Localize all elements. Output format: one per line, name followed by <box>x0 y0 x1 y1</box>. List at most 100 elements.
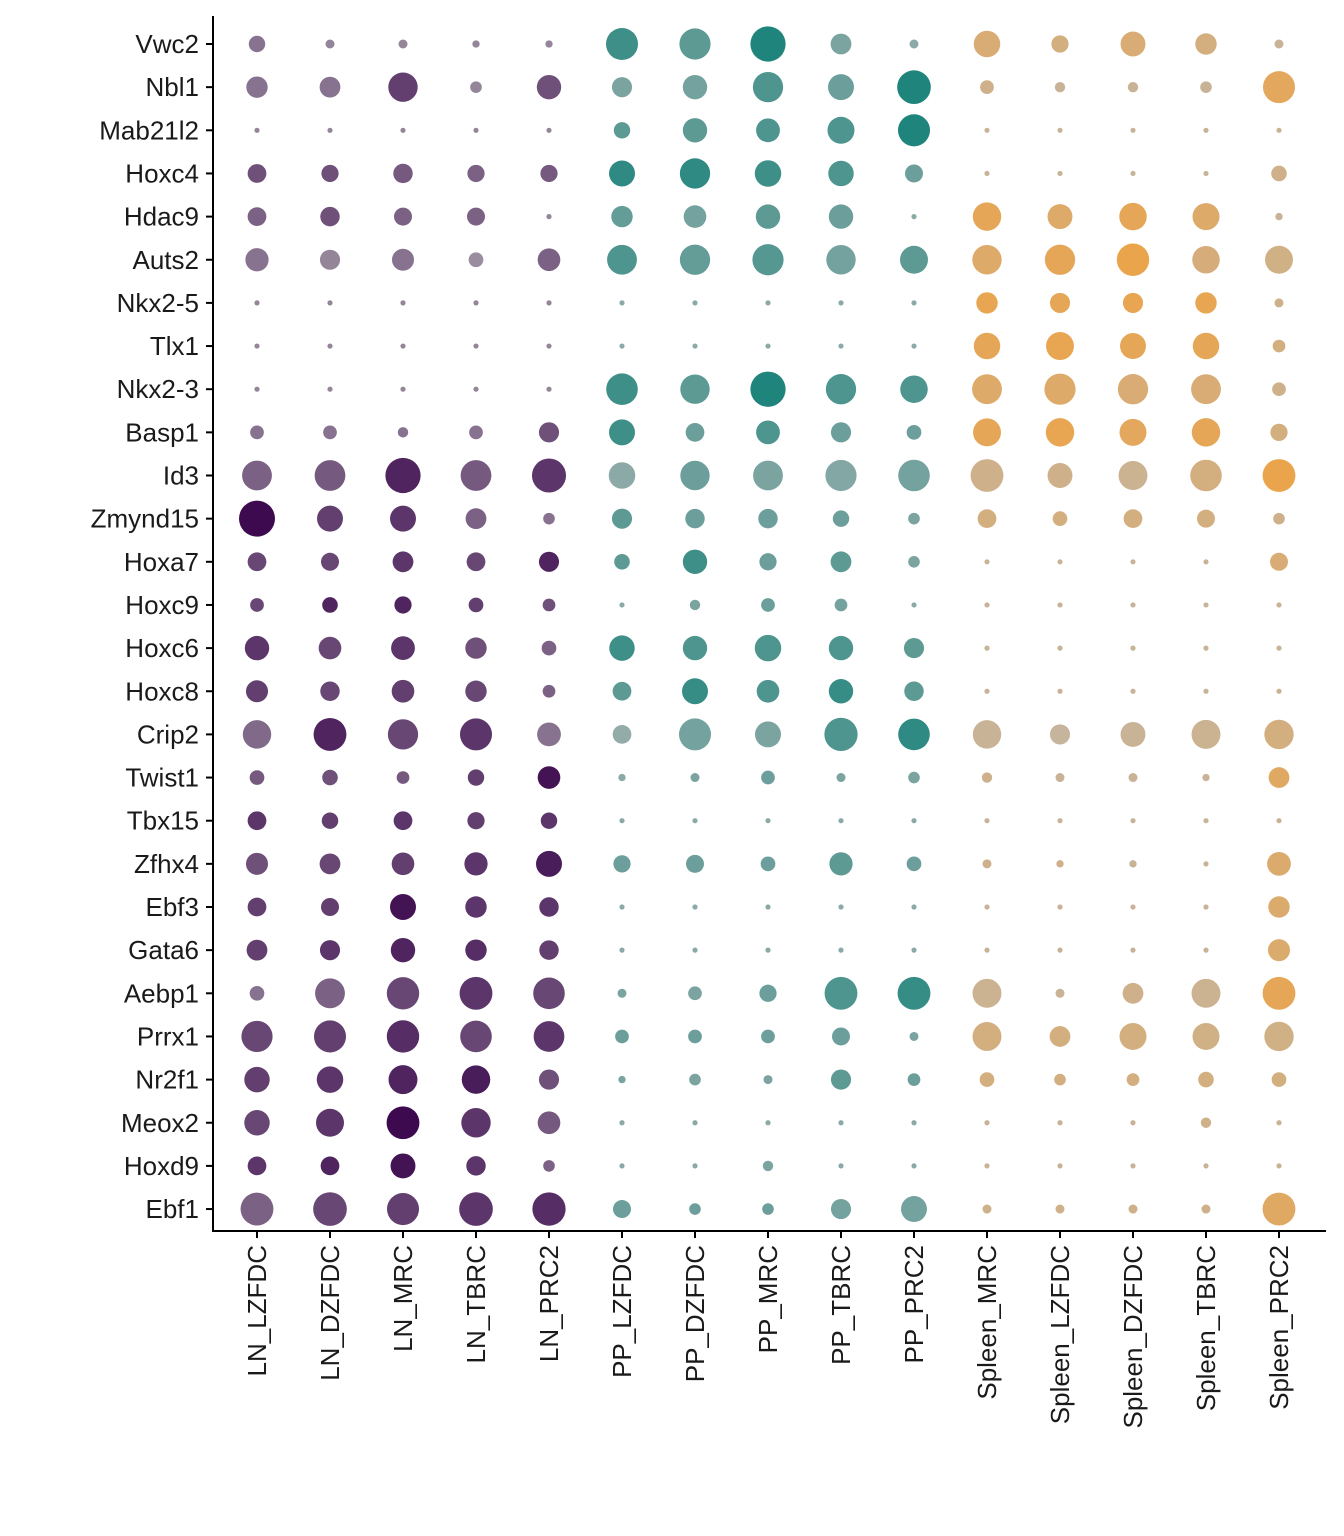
dot-Meox2-Spleen_PRC2 <box>1276 1120 1282 1126</box>
dot-Auts2-LN_PRC2 <box>537 248 561 272</box>
dot-Auts2-Spleen_PRC2 <box>1265 245 1293 274</box>
dot-Nkx2-5-PP_DZFDC <box>692 300 698 306</box>
dot-Ebf3-LN_LZFDC <box>247 897 267 917</box>
dot-Mab21l2-Spleen_LZFDC <box>1057 127 1063 133</box>
dot-Aebp1-Spleen_PRC2 <box>1262 976 1296 1010</box>
dot-Vwc2-LN_TBRC <box>472 40 480 48</box>
cluster-label: PP_MRC <box>753 1245 783 1353</box>
dot-Crip2-LN_MRC <box>387 719 419 750</box>
dot-Vwc2-PP_DZFDC <box>679 28 711 60</box>
dot-Twist1-Spleen_TBRC <box>1202 773 1210 782</box>
dot-Hoxc6-Spleen_TBRC <box>1203 645 1209 651</box>
dot-Auts2-PP_PRC2 <box>900 245 928 274</box>
dot-Hoxc8-PP_MRC <box>756 679 780 703</box>
dot-Tlx1-Spleen_TBRC <box>1192 332 1220 360</box>
gene-label: Tlx1 <box>150 331 199 361</box>
dot-Hoxc8-Spleen_DZFDC <box>1130 688 1136 694</box>
dot-Nr2f1-PP_LZFDC <box>618 1075 626 1084</box>
dot-Aebp1-PP_PRC2 <box>897 976 931 1010</box>
dot-Auts2-PP_MRC <box>752 244 784 276</box>
dot-Crip2-PP_MRC <box>755 721 781 748</box>
dot-Hdac9-Spleen_MRC <box>972 202 1002 231</box>
dot-Meox2-LN_TBRC <box>461 1108 491 1138</box>
dot-Prrx1-PP_MRC <box>761 1029 775 1044</box>
dot-Hoxd9-Spleen_DZFDC <box>1130 1163 1136 1169</box>
dot-Ebf3-PP_MRC <box>765 904 771 910</box>
dot-Crip2-PP_TBRC <box>824 717 858 752</box>
gene-label: Meox2 <box>121 1108 199 1138</box>
dot-Hoxc4-LN_DZFDC <box>321 164 339 183</box>
dot-Tbx15-LN_MRC <box>393 811 413 831</box>
cluster-label: PP_PRC2 <box>899 1245 929 1364</box>
dot-Crip2-PP_LZFDC <box>612 725 632 744</box>
dot-Tlx1-LN_PRC2 <box>546 343 552 349</box>
dot-Nbl1-PP_LZFDC <box>611 77 633 98</box>
dot-Gata6-PP_PRC2 <box>911 947 917 953</box>
dot-Id3-LN_TBRC <box>460 460 492 491</box>
dot-Hoxa7-LN_TBRC <box>466 552 486 572</box>
dot-Hoxc6-PP_LZFDC <box>609 635 635 661</box>
dot-Nr2f1-LN_DZFDC <box>316 1066 344 1093</box>
dot-Ebf1-Spleen_TBRC <box>1201 1204 1211 1214</box>
dot-Hoxd9-PP_DZFDC <box>692 1163 698 1169</box>
dot-Vwc2-LN_LZFDC <box>248 35 266 53</box>
dot-Aebp1-PP_TBRC <box>824 976 858 1010</box>
dot-Nkx2-5-LN_LZFDC <box>254 300 260 306</box>
dot-Auts2-LN_TBRC <box>468 252 484 268</box>
dot-Hoxc6-LN_PRC2 <box>541 640 557 656</box>
dot-Hdac9-Spleen_LZFDC <box>1047 204 1073 230</box>
dot-Meox2-Spleen_DZFDC <box>1130 1120 1136 1126</box>
dot-Hoxa7-PP_TBRC <box>830 551 852 573</box>
dot-Mab21l2-Spleen_PRC2 <box>1276 127 1282 133</box>
dot-Crip2-PP_PRC2 <box>898 718 930 751</box>
dot-Vwc2-PP_MRC <box>750 26 786 62</box>
dot-Twist1-PP_PRC2 <box>908 771 920 784</box>
dot-Zfhx4-PP_TBRC <box>829 852 853 876</box>
dot-Ebf3-LN_MRC <box>390 894 416 920</box>
dot-Aebp1-PP_MRC <box>759 984 777 1002</box>
dot-Ebf1-Spleen_PRC2 <box>1262 1192 1296 1226</box>
dot-Gata6-PP_DZFDC <box>692 947 698 953</box>
dot-Nkx2-3-LN_LZFDC <box>254 386 260 392</box>
dot-Hoxc6-Spleen_PRC2 <box>1276 645 1282 651</box>
gene-label: Prrx1 <box>137 1021 199 1051</box>
dot-Prrx1-LN_PRC2 <box>533 1021 565 1052</box>
dot-Zmynd15-LN_MRC <box>390 505 416 532</box>
dot-Prrx1-Spleen_PRC2 <box>1264 1021 1294 1052</box>
dot-Hoxc9-PP_DZFDC <box>689 599 701 611</box>
dot-Tbx15-LN_TBRC <box>467 812 485 830</box>
dot-Meox2-PP_TBRC <box>838 1120 844 1126</box>
dot-Id3-Spleen_PRC2 <box>1262 459 1296 492</box>
cluster-label: LN_DZFDC <box>315 1245 345 1381</box>
dot-Hoxc4-PP_LZFDC <box>609 160 635 187</box>
dot-Ebf1-LN_DZFDC <box>313 1192 347 1226</box>
gene-label: Hoxd9 <box>124 1151 199 1181</box>
dot-Basp1-PP_DZFDC <box>685 422 705 442</box>
dot-Nr2f1-Spleen_DZFDC <box>1126 1073 1140 1086</box>
dot-Vwc2-LN_PRC2 <box>545 40 553 48</box>
dot-Basp1-Spleen_LZFDC <box>1045 418 1075 447</box>
dot-Hdac9-LN_DZFDC <box>320 206 340 227</box>
dot-Basp1-LN_DZFDC <box>323 425 337 440</box>
dot-Hoxc8-Spleen_MRC <box>984 688 990 694</box>
dot-Nkx2-5-LN_DZFDC <box>327 300 333 306</box>
dot-Tlx1-PP_DZFDC <box>692 343 698 349</box>
dot-Hoxc8-LN_TBRC <box>465 680 487 702</box>
dot-Nbl1-LN_MRC <box>388 72 418 102</box>
dot-Hoxc6-LN_TBRC <box>465 637 487 659</box>
dot-Nr2f1-Spleen_MRC <box>979 1072 995 1087</box>
dot-Hoxc6-Spleen_LZFDC <box>1057 645 1063 651</box>
dot-Id3-LN_DZFDC <box>314 460 346 491</box>
dot-Ebf3-LN_TBRC <box>465 896 487 918</box>
dot-Prrx1-PP_TBRC <box>832 1027 850 1046</box>
dot-Aebp1-Spleen_LZFDC <box>1055 988 1065 998</box>
dot-Prrx1-Spleen_TBRC <box>1192 1022 1220 1050</box>
gene-label: Crip2 <box>137 719 199 749</box>
dot-Meox2-PP_DZFDC <box>692 1120 698 1126</box>
dot-Id3-PP_PRC2 <box>898 459 930 492</box>
dot-Hoxa7-Spleen_PRC2 <box>1270 552 1288 571</box>
dot-Hoxc4-Spleen_MRC <box>984 170 990 177</box>
dot-Mab21l2-Spleen_TBRC <box>1203 127 1209 133</box>
dot-Crip2-LN_PRC2 <box>537 722 561 747</box>
dot-Ebf3-Spleen_TBRC <box>1203 904 1209 910</box>
